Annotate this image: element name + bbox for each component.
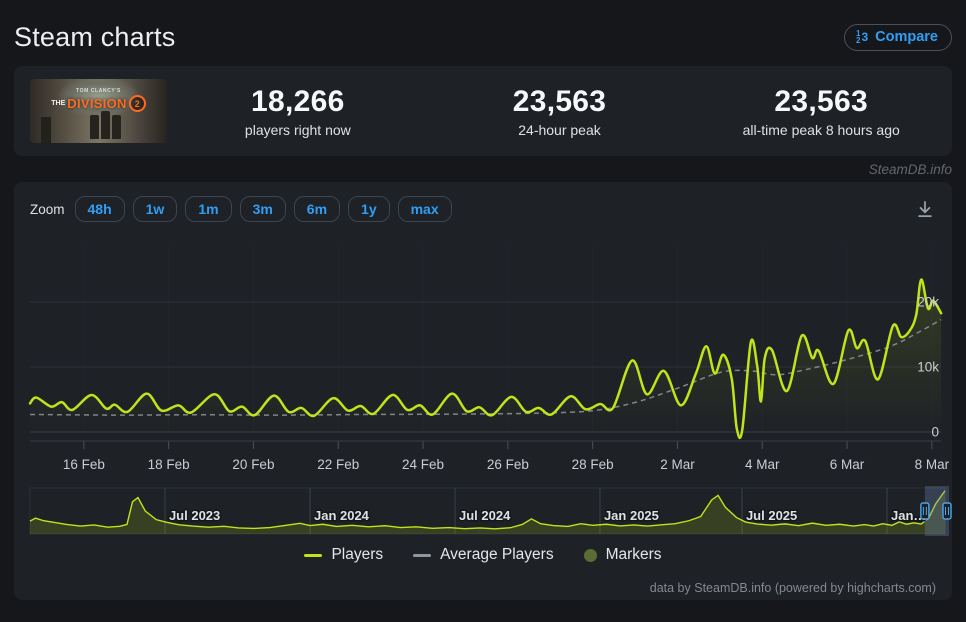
y-axis-label: 0 xyxy=(931,425,939,440)
navigator-left-handle[interactable] xyxy=(920,502,930,520)
legend-item-average-players[interactable]: Average Players xyxy=(413,546,554,564)
navigator-date-label: Jan… xyxy=(891,508,926,523)
stat-label: players right now xyxy=(244,121,351,138)
navigator-date-label: Jan 2025 xyxy=(604,508,659,523)
x-axis-label: 20 Feb xyxy=(232,457,274,472)
x-axis-label: 26 Feb xyxy=(487,457,529,472)
average-players-line xyxy=(29,318,942,416)
download-chart-icon[interactable] xyxy=(914,198,936,220)
stat-current-players: 18,266 players right now xyxy=(167,85,429,138)
y-axis-label: 10k xyxy=(917,360,939,375)
markers-dot-swatch xyxy=(583,548,597,562)
x-axis-label: 2 Mar xyxy=(660,457,695,472)
stat-24h-peak: 23,563 24-hour peak xyxy=(429,85,691,138)
navigator-right-handle[interactable] xyxy=(942,502,952,520)
stat-value: 23,563 xyxy=(512,84,607,118)
game-logo: TOM CLANCY'S THE DIVISION 2 xyxy=(30,88,167,112)
stats-panel: TOM CLANCY'S THE DIVISION 2 18,266 playe… xyxy=(14,66,952,156)
zoom-48h-button[interactable]: 48h xyxy=(74,196,125,222)
stat-label: 24-hour peak xyxy=(518,121,601,138)
navigator-date-label: Jul 2024 xyxy=(459,508,511,523)
figure-silhouette xyxy=(112,115,122,139)
navigator-date-label: Jul 2023 xyxy=(169,508,220,523)
x-axis-label: 16 Feb xyxy=(63,457,105,472)
stat-value: 23,563 xyxy=(774,84,868,118)
page-title: Steam charts xyxy=(14,21,176,52)
zoom-6m-button[interactable]: 6m xyxy=(293,196,341,222)
navigator-date-label: Jul 2025 xyxy=(746,508,797,523)
average-line-swatch xyxy=(413,553,432,557)
zoom-3m-button[interactable]: 3m xyxy=(239,196,286,222)
figure-silhouette xyxy=(101,111,111,139)
figure-silhouette xyxy=(90,115,100,139)
x-axis-label: 24 Feb xyxy=(402,457,444,472)
navigator-date-label: Jan 2024 xyxy=(314,508,370,523)
x-axis-label: 6 Mar xyxy=(830,457,865,472)
x-axis-label: 18 Feb xyxy=(148,457,190,472)
navigator-series-line xyxy=(29,490,946,530)
players-line-swatch xyxy=(304,553,323,557)
steamdb-watermark: SteamDB.info xyxy=(868,161,952,177)
chart-credits: data by SteamDB.info (powered by highcha… xyxy=(649,581,936,595)
game-capsule-image[interactable]: TOM CLANCY'S THE DIVISION 2 xyxy=(30,79,167,143)
stat-value: 18,266 xyxy=(251,84,345,118)
range-selector: Zoom 48h 1w 1m 3m 6m 1y max xyxy=(30,196,936,222)
main-chart[interactable]: 16 Feb 18 Feb 20 Feb 22 Feb 24 Feb 26 Feb 28 F… xyxy=(14,182,952,600)
x-axis-label: 4 Mar xyxy=(745,457,780,472)
zoom-1y-button[interactable]: 1y xyxy=(348,196,390,222)
zoom-1w-button[interactable]: 1w xyxy=(132,196,178,222)
x-axis-label: 8 Mar xyxy=(915,457,950,472)
chart-legend: Players Average Players Markers xyxy=(14,546,952,564)
chart-panel: Zoom 48h 1w 1m 3m 6m 1y max 16 Feb 18 Feb… xyxy=(14,182,952,600)
stat-label: all-time peak 8 hours ago xyxy=(742,121,900,138)
zoom-label: Zoom xyxy=(30,201,65,217)
stat-alltime-peak: 23,563 all-time peak 8 hours ago xyxy=(690,85,952,138)
legend-item-players[interactable]: Players xyxy=(304,546,383,564)
x-axis-label: 28 Feb xyxy=(572,457,614,472)
zoom-1m-button[interactable]: 1m xyxy=(185,196,232,222)
players-line xyxy=(28,278,943,440)
y-axis-label: 20k xyxy=(917,295,939,310)
x-axis-label: 22 Feb xyxy=(317,457,359,472)
legend-item-markers[interactable]: Markers xyxy=(583,546,662,564)
zoom-max-button[interactable]: max xyxy=(397,196,452,222)
